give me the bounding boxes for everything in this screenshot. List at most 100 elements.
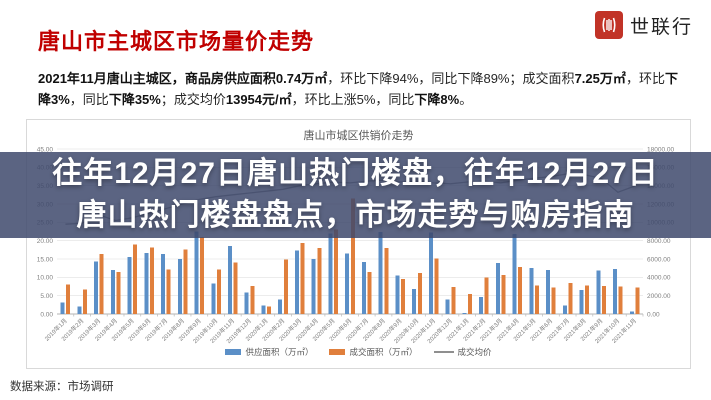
bar	[267, 306, 272, 314]
bar	[334, 229, 339, 314]
bar	[361, 261, 366, 314]
right-axis-label: 18000.00	[647, 146, 674, 153]
legend-item: 供应面积（万㎡）	[225, 346, 313, 358]
bar	[300, 243, 305, 314]
bar	[501, 274, 506, 314]
legend-label: 成交均价	[457, 347, 492, 357]
bar	[66, 284, 71, 314]
bar	[294, 250, 299, 314]
supply-transaction-price-trend-chart: 45.0018000.0040.0016000.0035.0014000.003…	[37, 146, 675, 344]
bar	[144, 253, 149, 314]
right-axis-label: 0.00	[647, 311, 660, 318]
worldunion-logo-icon	[594, 11, 623, 39]
bar	[635, 287, 640, 314]
chart-title: 唐山市城区供销价走势	[303, 130, 414, 142]
bar	[462, 312, 467, 314]
bar	[133, 244, 138, 314]
legend-line-swatch	[433, 351, 454, 353]
bar	[546, 270, 551, 314]
bar	[601, 286, 606, 314]
summary-segment: 13954元/㎡	[225, 92, 292, 107]
bar	[261, 305, 266, 314]
chart-legend: 供应面积（万㎡） 成交面积（万㎡） 成交均价	[27, 346, 690, 358]
bar	[585, 285, 590, 314]
bar	[451, 286, 456, 314]
bar	[94, 261, 99, 314]
bar	[116, 272, 121, 314]
bar	[512, 234, 517, 314]
bar	[378, 232, 383, 314]
bar	[479, 297, 484, 314]
market-summary-paragraph: 2021年11月唐山主城区，商品房供应面积0.74万㎡，环比下降94%，同比下降…	[38, 68, 678, 110]
summary-segment: 下降35%	[108, 92, 161, 107]
bar	[317, 248, 322, 314]
summary-segment: ，同比	[69, 92, 109, 107]
bar	[401, 278, 406, 314]
bar	[110, 270, 115, 314]
legend-label: 成交面积（万㎡）	[349, 347, 418, 357]
left-axis-label: 15.00	[37, 256, 54, 263]
bar	[177, 259, 182, 314]
page-title: 唐山市主城区市场量价走势	[38, 29, 315, 54]
bar	[417, 272, 422, 314]
bar	[200, 237, 205, 314]
bar	[127, 256, 132, 314]
bar	[367, 271, 372, 314]
bar	[468, 294, 472, 314]
summary-segment: 下降3%	[38, 71, 678, 107]
legend-bar-swatch	[329, 349, 346, 355]
summary-segment: 。	[459, 92, 473, 107]
summary-segment: ，环比上涨5%，同比	[291, 92, 415, 107]
summary-segment: ，环比下降94%，同比下降89%；成交面积	[327, 71, 575, 86]
right-axis-label: 4000.00	[647, 275, 671, 282]
bar	[283, 259, 288, 314]
bar	[216, 269, 221, 314]
legend-bar-swatch	[225, 349, 242, 355]
bar	[161, 254, 166, 314]
bar	[345, 253, 350, 314]
bar	[250, 285, 255, 314]
bar	[629, 311, 634, 314]
summary-segment: 2021年11月唐山主城区，商品房供应面积0.74万㎡	[38, 71, 328, 86]
legend-label: 供应面积（万㎡）	[245, 347, 314, 357]
summary-segment: 7.25万㎡	[574, 71, 626, 86]
right-axis-label: 8000.00	[647, 238, 671, 245]
bar	[596, 270, 601, 314]
bar	[484, 277, 489, 314]
bar	[551, 287, 556, 314]
right-axis-label: 2000.00	[647, 293, 671, 300]
bar	[618, 286, 623, 314]
bar	[194, 231, 199, 314]
bar	[149, 247, 154, 314]
bar	[529, 267, 534, 314]
bar	[60, 302, 65, 314]
bar	[412, 289, 417, 314]
bar	[428, 232, 433, 314]
legend-item: 成交面积（万㎡）	[329, 346, 418, 358]
bar	[445, 299, 450, 314]
bar	[434, 258, 439, 314]
legend-item: 成交均价	[433, 346, 492, 358]
data-source-note: 数据来源：市场调研	[10, 381, 114, 393]
bar	[166, 269, 171, 314]
bar	[518, 267, 523, 314]
worldunion-logo: 世联行	[594, 11, 693, 39]
bar	[244, 292, 249, 314]
bar	[579, 289, 584, 314]
summary-segment: ；成交均价	[160, 92, 226, 107]
worldunion-logo-text: 世联行	[629, 16, 693, 38]
left-axis-label: 0.00	[40, 311, 53, 318]
bar	[77, 306, 82, 314]
left-axis-label: 10.00	[37, 275, 54, 282]
bar	[311, 259, 316, 314]
bar	[82, 289, 87, 314]
bar	[99, 253, 104, 314]
bar	[395, 275, 400, 314]
summary-segment: ，环比	[625, 71, 665, 86]
bar	[278, 299, 283, 314]
right-axis-label: 6000.00	[647, 256, 671, 263]
bar	[328, 233, 333, 314]
bar	[350, 198, 355, 314]
bar	[495, 263, 500, 314]
summary-segment: 下降8%	[414, 92, 460, 107]
